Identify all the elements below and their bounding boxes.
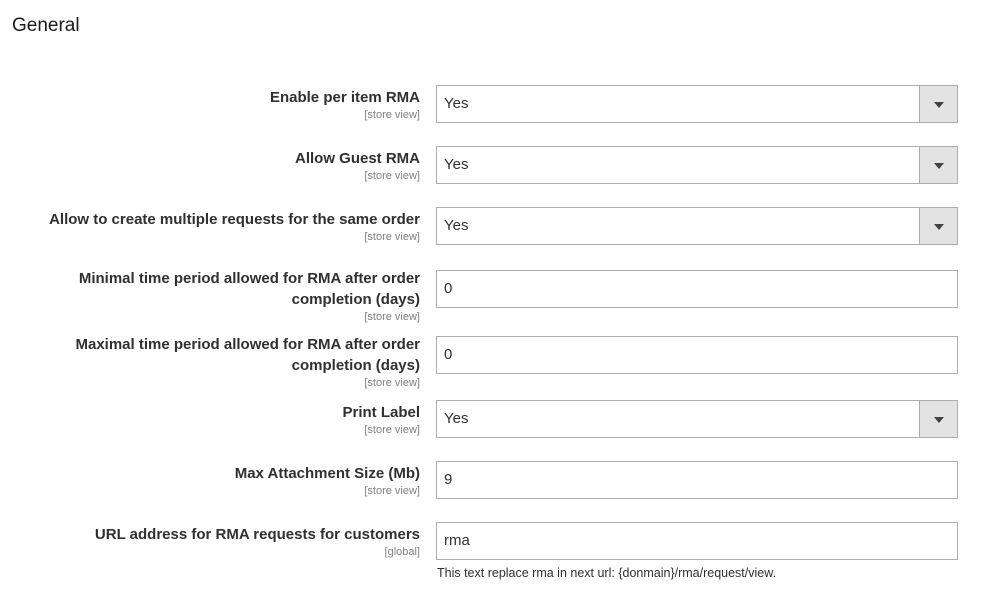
field-label: Allow to create multiple requests for th…	[49, 211, 420, 228]
field-label: Minimal time period allowed for RMA afte…	[78, 270, 420, 308]
scope-label: [store view]	[364, 377, 420, 389]
chevron-down-icon[interactable]	[919, 401, 957, 437]
field-label: Allow Guest RMA	[294, 150, 420, 167]
field-label: Enable per item RMA	[269, 89, 420, 106]
scope-label: [store view]	[364, 485, 420, 497]
selected-value: Yes	[444, 156, 469, 173]
selected-value: Yes	[444, 217, 469, 234]
scope-label: [global]	[384, 546, 420, 558]
input-value: rma	[444, 532, 470, 549]
minimal-time-period-input[interactable]: 0	[436, 270, 958, 308]
input-value: 0	[444, 280, 453, 297]
input-value: 9	[444, 471, 453, 488]
scope-label: [store view]	[364, 231, 420, 243]
field-note: This text replace rma in next url: {donm…	[437, 566, 777, 580]
selected-value: Yes	[444, 95, 469, 112]
section-title: General	[12, 15, 80, 36]
chevron-down-icon[interactable]	[919, 208, 957, 244]
maximal-time-period-input[interactable]: 0	[436, 336, 958, 374]
allow-multiple-requests-select[interactable]: Yes	[436, 207, 958, 245]
enable-per-item-rma-select[interactable]: Yes	[436, 85, 958, 123]
allow-guest-rma-select[interactable]: Yes	[436, 146, 958, 184]
scope-label: [store view]	[364, 424, 420, 436]
input-value: 0	[444, 346, 453, 363]
chevron-down-icon[interactable]	[919, 147, 957, 183]
field-label: Max Attachment Size (Mb)	[234, 465, 420, 482]
scope-label: [store view]	[364, 170, 420, 182]
selected-value: Yes	[444, 410, 469, 427]
print-label-select[interactable]: Yes	[436, 400, 958, 438]
rma-url-address-input[interactable]: rma	[436, 522, 958, 560]
scope-label: [store view]	[364, 109, 420, 121]
field-label: Maximal time period allowed for RMA afte…	[75, 336, 420, 374]
field-label: URL address for RMA requests for custome…	[94, 526, 420, 543]
scope-label: [store view]	[364, 311, 420, 323]
chevron-down-icon[interactable]	[919, 86, 957, 122]
max-attachment-size-input[interactable]: 9	[436, 461, 958, 499]
field-label: Print Label	[342, 404, 420, 421]
